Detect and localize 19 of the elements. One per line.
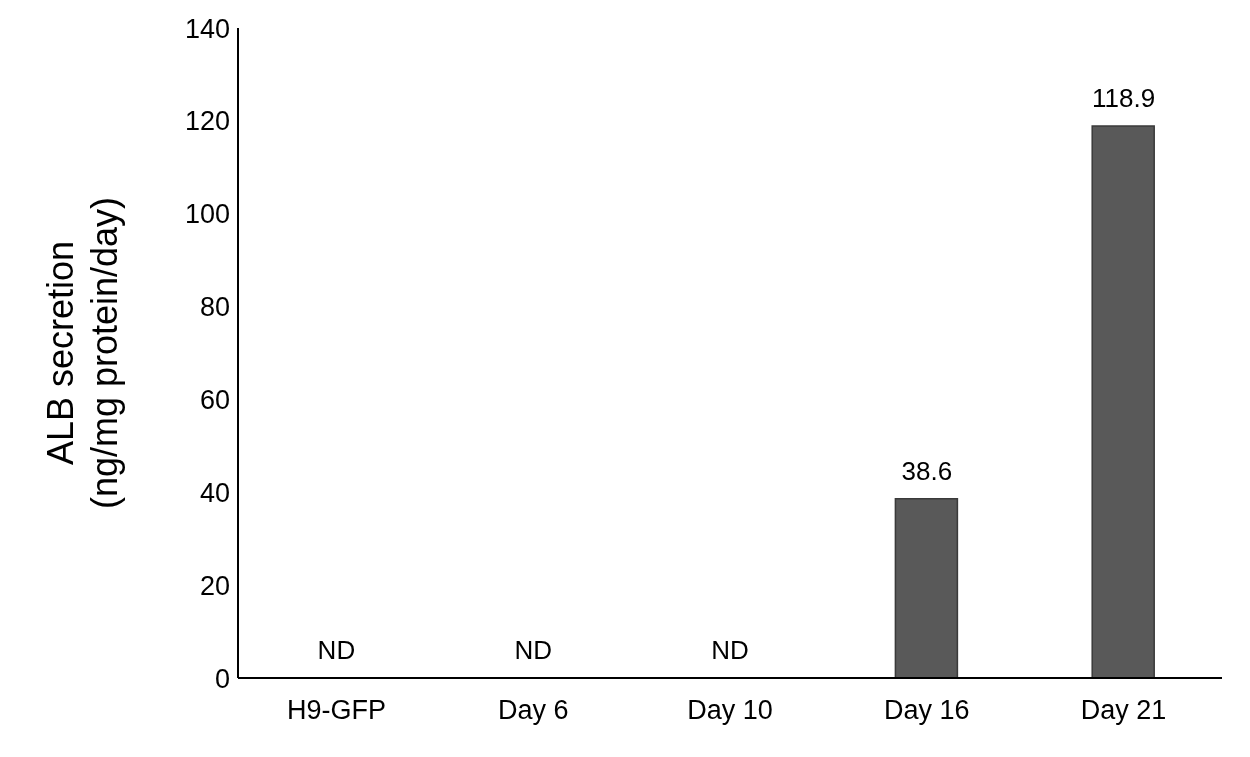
data-label: 118.9 [1091,81,1157,114]
text: ND [711,635,749,665]
y-tick-label: 80 [199,292,230,323]
y-tick-label: 0 [214,663,230,694]
y-tick-label: 120 [184,106,230,137]
y-tick-label: 140 [184,13,230,44]
x-tick-label: Day 10 [687,695,773,726]
text: ND [317,635,356,665]
text: ND [514,635,552,665]
y-tick-label: 20 [199,570,230,601]
x-tick-label: H9-GFP [286,695,386,726]
x-tick-label: Day 6 [497,695,569,726]
data-label: 38.6 [900,454,954,487]
y-tick-label: 60 [199,385,230,416]
y-tick-label: 40 [199,477,230,508]
x-tick-label: Day 21 [1080,695,1167,726]
y-axis-title: ALB secretion (ng/mg protein/day) [40,196,125,510]
x-tick-label: Day 16 [884,695,970,726]
y-tick-label: 100 [184,199,230,230]
